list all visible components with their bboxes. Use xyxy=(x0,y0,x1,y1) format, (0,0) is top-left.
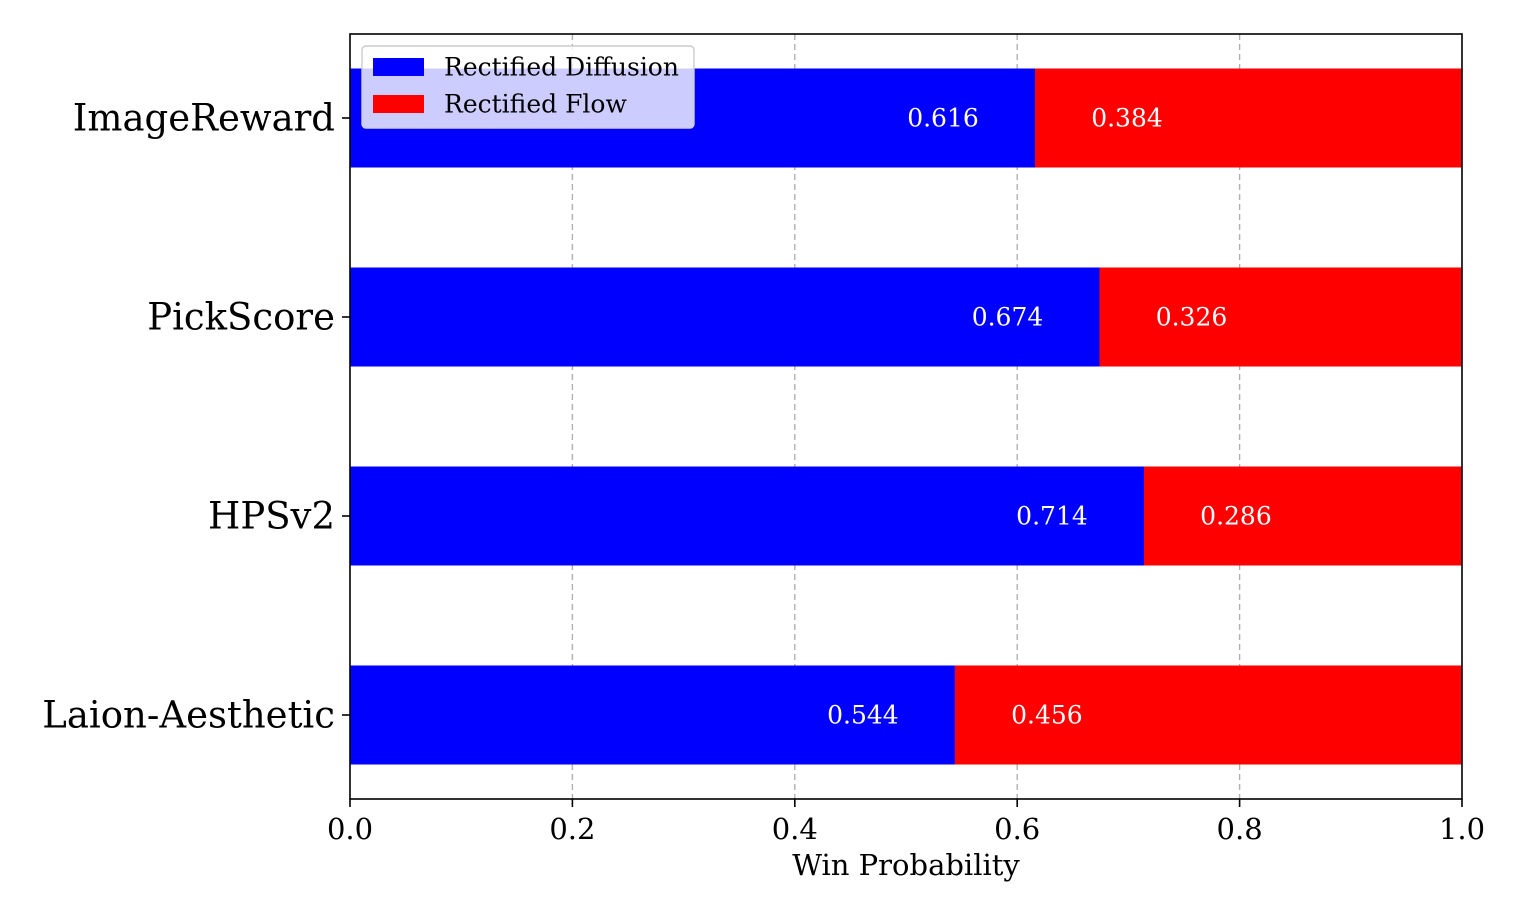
legend-swatch xyxy=(373,58,424,76)
x-tick-label: 0.4 xyxy=(772,812,818,846)
bar-labels-layer: 0.616 0.384 0.674 0.326 0.714 0.286 0.544 0.456 xyxy=(827,104,1272,730)
legend-entry-label: Rectified Diffusion xyxy=(444,53,679,82)
y-category-label: Laion-Aesthetic xyxy=(42,694,335,737)
x-tick-label: 1.0 xyxy=(1439,812,1485,846)
bar-value-label: 0.456 xyxy=(1011,701,1083,730)
bar-value-label: 0.674 xyxy=(972,303,1044,332)
x-axis: 0.0 0.2 0.4 0.6 0.8 1.0 xyxy=(327,799,1485,846)
legend-box xyxy=(361,45,695,129)
y-category-label: PickScore xyxy=(147,296,335,339)
legend: Rectified Diffusion Rectified Flow xyxy=(361,45,695,129)
x-tick-label: 0.6 xyxy=(994,812,1040,846)
bars-layer xyxy=(350,68,1462,765)
x-tick-label: 0.0 xyxy=(327,812,373,846)
x-tick-label: 0.2 xyxy=(549,812,595,846)
y-category-label: HPSv2 xyxy=(208,495,335,538)
y-category-label: ImageReward xyxy=(73,97,335,140)
x-axis-title: Win Probability xyxy=(792,848,1020,882)
bar-rectified-flow xyxy=(1034,68,1462,168)
bar-value-label: 0.714 xyxy=(1016,502,1088,531)
grid-layer xyxy=(571,34,1241,799)
bar-value-label: 0.286 xyxy=(1200,502,1272,531)
legend-swatch xyxy=(373,95,424,113)
legend-entry-label: Rectified Flow xyxy=(444,90,627,119)
bar-rectified-diffusion xyxy=(350,665,955,765)
bar-value-label: 0.544 xyxy=(827,701,899,730)
bar-rectified-flow xyxy=(1099,267,1462,367)
bar-value-label: 0.616 xyxy=(907,104,979,133)
bar-value-label: 0.384 xyxy=(1091,104,1163,133)
bar-rectified-flow xyxy=(954,665,1462,765)
plot-frame xyxy=(349,33,1463,800)
bar-value-label: 0.326 xyxy=(1156,303,1228,332)
y-axis: ImageReward PickScore HPSv2 Laion-Aesthetic xyxy=(42,97,350,737)
bar-rectified-diffusion xyxy=(350,466,1144,566)
x-tick-label: 0.8 xyxy=(1217,812,1263,846)
bar-rectified-diffusion xyxy=(350,267,1100,367)
bar-rectified-flow xyxy=(1143,466,1462,566)
